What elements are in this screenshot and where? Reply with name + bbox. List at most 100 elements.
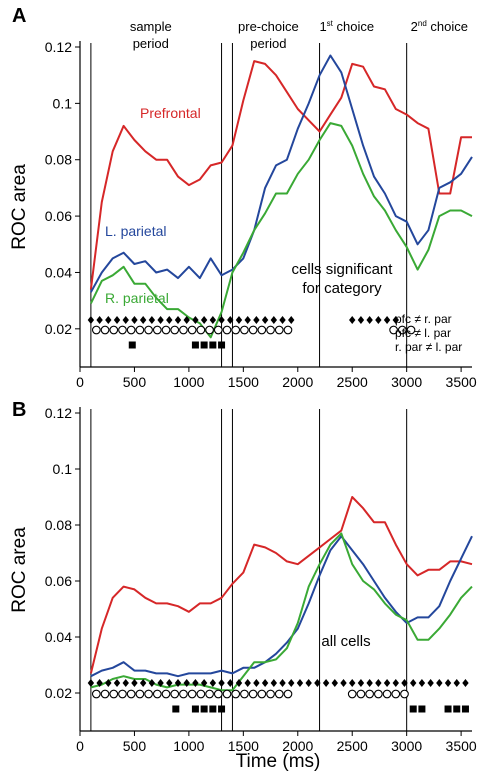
sig-marker-diamond [148,679,156,687]
sig-marker-diamond [244,316,251,324]
y-tick-label: 0.08 [45,152,72,168]
x-axis-title: Time (ms) [236,751,321,772]
legend-pfc-r-par: pfc ≠ r. par [395,312,452,326]
sig-marker-circle [126,325,136,335]
x-tick-label: 3000 [391,374,422,390]
note-line-1: cells significant [292,261,394,278]
note-line-2: for category [302,280,382,297]
sig-marker-circle [240,325,249,335]
sig-marker-circle [118,689,127,699]
sig-marker-circle [391,689,401,699]
sig-marker-diamond [305,679,312,687]
sig-marker-diamond [192,679,199,687]
y-tick-label: 0.12 [45,405,72,421]
sig-marker-circle [231,325,241,335]
sig-marker-diamond [148,316,156,324]
sig-marker-circle [283,325,293,335]
sig-marker-circle [135,689,145,699]
sig-marker-circle [389,325,398,335]
sig-marker-diamond [366,679,373,687]
period-label: period [133,36,169,51]
x-tick-label: 2500 [337,374,368,390]
sig-marker-circle [382,689,392,699]
sig-marker-circle [170,689,180,699]
sig-marker-diamond [401,679,408,687]
sig-marker-circle [109,689,119,699]
sig-marker-circle [144,325,153,335]
sig-marker-diamond [244,679,251,687]
x-tick-label: 1500 [228,738,259,754]
sig-marker-circle [365,689,374,699]
event-lines [90,409,408,731]
y-axis-title: ROC area [9,527,30,613]
period-labels: sample period pre-choice period 1st choice 2n… [130,19,468,51]
sig-marker-square [218,705,226,713]
sig-marker-diamond [235,316,243,324]
series-names: Prefrontal L. parietal R. parietal [105,105,201,306]
sig-marker-diamond [131,316,138,324]
significance-legend: pfc ≠ r. par pfc ≠ l. par r. par ≠ l. pa… [395,312,462,354]
x-tick-label: 3500 [446,738,477,754]
panel-note: cells significant for category [292,261,394,297]
sig-marker-diamond [227,316,234,324]
sig-marker-diamond [122,679,129,687]
sig-marker-diamond [166,316,173,324]
sig-marker-circle [266,325,275,335]
sig-marker-diamond [87,316,95,324]
sig-marker-diamond [174,679,182,687]
period-label: period [250,36,286,51]
sig-marker-circle [240,689,249,699]
y-axis-title: ROC area [9,164,30,250]
note-line-1: all cells [321,633,370,650]
sig-marker-diamond [235,679,243,687]
sig-marker-diamond [261,316,269,324]
sig-marker-circle [91,689,101,699]
sig-marker-diamond [113,679,121,687]
sig-marker-diamond [105,316,112,324]
sig-marker-diamond [392,316,399,324]
sig-marker-diamond [200,679,208,687]
x-tick-label: 2000 [282,374,313,390]
sig-marker-circle [179,325,188,335]
significance-markers [87,316,416,349]
sig-marker-diamond [279,316,286,324]
sig-marker-square [453,705,461,713]
sig-marker-circle [374,689,383,699]
sig-marker-diamond [157,316,164,324]
sig-marker-circle [100,689,110,699]
sig-marker-circle [283,689,293,699]
sig-marker-diamond [418,679,426,687]
sig-marker-diamond [96,679,103,687]
sig-marker-circle [248,325,258,335]
sig-marker-circle [248,689,258,699]
series-label-l-parietal: L. parietal [105,223,166,239]
sig-marker-diamond [392,679,399,687]
y-tick-label: 0.1 [53,461,73,477]
panel-letter-b: B [12,399,26,421]
sig-marker-circle [205,325,214,335]
sig-marker-diamond [218,316,225,324]
sig-marker-diamond [209,316,217,324]
sig-marker-square [172,705,180,713]
sig-marker-circle [257,689,267,699]
x-tick-label: 1500 [228,374,259,390]
sig-marker-diamond [314,679,321,687]
sig-marker-diamond [410,679,417,687]
sig-marker-circle [205,689,214,699]
sig-marker-diamond [357,316,365,324]
sig-marker-circle [196,689,206,699]
x-tick-label: 2000 [282,738,313,754]
sig-marker-square [200,341,208,349]
sig-marker-square [461,705,469,713]
sig-marker-square [209,341,217,349]
sig-marker-circle [187,325,197,335]
y-tick-label: 0.02 [45,685,72,701]
sig-marker-square [418,705,426,713]
sig-marker-square [128,341,136,349]
sig-marker-diamond [453,679,460,687]
sig-marker-circle [109,325,119,335]
sig-marker-diamond [227,679,234,687]
x-tick-label: 3500 [446,374,477,390]
axes: 0.02 0.04 0.06 0.08 0.1 0.12 0 500 1000 1500 2000 2… [45,405,477,754]
